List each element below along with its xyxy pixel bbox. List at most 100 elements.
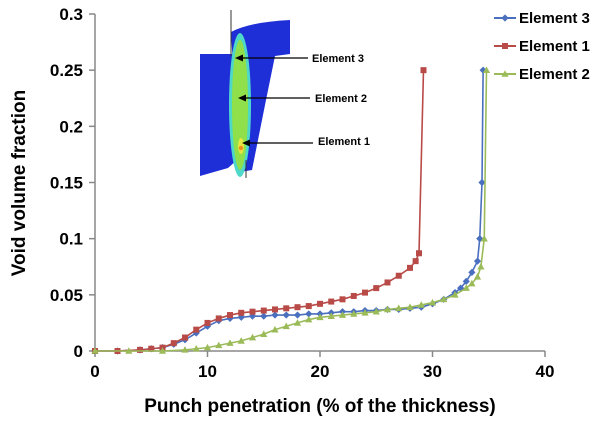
data-point <box>395 304 403 312</box>
data-point <box>473 257 482 265</box>
data-point <box>91 347 99 354</box>
data-point <box>294 304 301 311</box>
data-point <box>203 343 212 351</box>
data-point <box>237 337 245 344</box>
series-element-3 <box>91 66 487 355</box>
x-tick-label: 40 <box>536 362 555 381</box>
y-tick-label: 0 <box>74 342 83 361</box>
data-point <box>473 273 482 280</box>
data-point <box>193 326 200 333</box>
data-point <box>372 307 380 315</box>
data-point <box>477 262 485 270</box>
data-point <box>293 311 302 319</box>
data-point <box>215 315 222 322</box>
data-point <box>328 298 335 305</box>
inset-workpiece-left <box>200 54 237 176</box>
y-tick-label: 0.1 <box>59 230 83 249</box>
legend-swatch-marker <box>501 14 509 22</box>
y-tick-label: 0.2 <box>59 117 83 136</box>
data-point <box>407 264 413 271</box>
data-point <box>462 277 470 285</box>
data-point <box>416 250 422 257</box>
data-point <box>468 279 476 287</box>
inset-arrowhead-element-2 <box>238 94 246 102</box>
inset-label-element-1: Element 1 <box>318 136 370 148</box>
inset-zone-orange <box>238 145 244 151</box>
inset-arrowhead-element-3 <box>235 54 243 62</box>
data-point <box>282 322 290 330</box>
data-point <box>327 312 335 319</box>
data-point <box>260 312 268 320</box>
x-ticks: 0 10 20 30 40 <box>90 351 554 381</box>
x-tick-label: 10 <box>198 362 217 381</box>
legend-swatch-marker <box>502 43 508 49</box>
data-point <box>478 178 486 187</box>
data-point <box>158 347 167 354</box>
legend-label: Element 1 <box>519 38 590 55</box>
data-point <box>137 346 143 353</box>
data-point <box>305 310 313 318</box>
data-point <box>227 312 233 319</box>
data-point <box>406 303 414 310</box>
data-point <box>272 306 278 313</box>
data-point <box>317 300 323 307</box>
data-point <box>249 308 256 315</box>
x-axis-title: Punch penetration (% of the thickness) <box>144 396 496 417</box>
legend-swatch-marker <box>501 70 509 77</box>
legend-item: Element 1 <box>494 38 590 55</box>
series-line <box>95 70 488 352</box>
data-point <box>451 291 459 298</box>
legend-label: Element 2 <box>519 66 590 83</box>
data-point <box>283 305 290 312</box>
y-axis-title: Void volume fraction <box>9 90 30 277</box>
data-point <box>428 298 437 306</box>
inset-label-element-3: Element 3 <box>312 53 364 65</box>
y-tick-label: 0.25 <box>50 61 83 80</box>
data-point <box>350 292 357 299</box>
data-point <box>468 268 476 276</box>
data-point <box>248 312 257 320</box>
x-tick-label: 0 <box>90 362 99 381</box>
data-point <box>482 66 491 73</box>
data-point <box>305 315 313 323</box>
data-point <box>248 333 257 341</box>
series-layer <box>91 66 491 355</box>
inset-label-element-2: Element 2 <box>315 93 367 105</box>
data-point <box>412 258 419 265</box>
data-point <box>305 303 312 310</box>
data-point <box>440 295 448 303</box>
data-point <box>170 340 177 347</box>
y-tick-label: 0.15 <box>50 174 83 193</box>
data-point <box>271 325 279 333</box>
data-point <box>395 272 402 279</box>
data-point <box>260 330 268 337</box>
data-point <box>293 319 302 326</box>
data-point <box>316 313 324 321</box>
data-point <box>373 285 380 292</box>
data-point <box>148 345 155 352</box>
data-point <box>271 311 279 319</box>
data-point <box>181 346 189 353</box>
data-point <box>282 311 290 319</box>
data-point <box>361 309 369 316</box>
series-element-1 <box>92 67 427 354</box>
data-point <box>420 67 427 74</box>
data-point <box>462 284 470 291</box>
series-element-2 <box>91 66 491 354</box>
x-tick-label: 20 <box>311 362 330 381</box>
data-point <box>204 319 211 326</box>
y-tick-label: 0.3 <box>59 5 83 24</box>
y-tick-label: 0.05 <box>50 286 83 305</box>
inset-arrowhead-element-1 <box>242 139 250 147</box>
data-point <box>384 279 391 286</box>
data-point <box>192 344 200 352</box>
y-ticks: 0 0.05 0.1 0.15 0.2 0.25 0.3 <box>50 5 95 361</box>
data-point <box>480 234 488 242</box>
data-point <box>362 289 368 296</box>
data-point <box>350 310 358 317</box>
data-point <box>238 309 245 316</box>
data-point <box>417 301 425 308</box>
data-point <box>383 305 392 313</box>
x-tick-label: 30 <box>423 362 442 381</box>
